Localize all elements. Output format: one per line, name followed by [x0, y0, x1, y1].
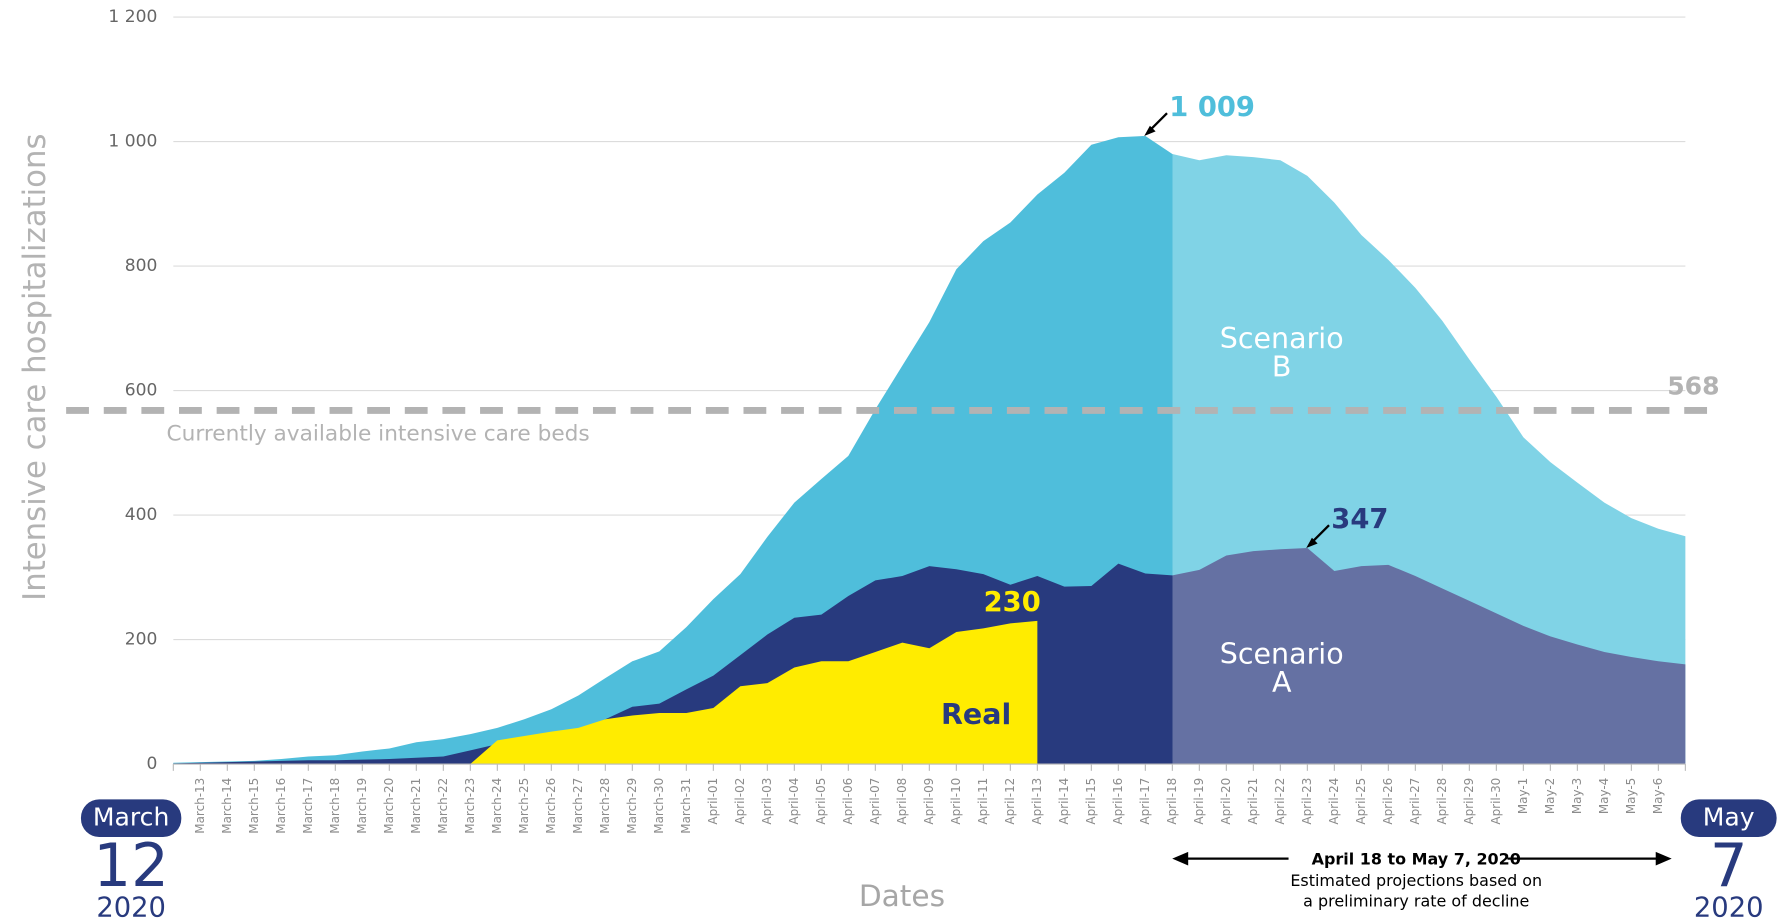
badge-year: 2020 — [96, 892, 166, 923]
range-title: April 18 to May 7, 2020 — [1312, 849, 1521, 868]
x-tick-label: March-18 — [328, 778, 342, 834]
x-tick-label: April-02 — [733, 778, 747, 825]
x-tick-label: April-05 — [814, 778, 828, 825]
x-tick-label: April-24 — [1327, 778, 1341, 825]
badge-year: 2020 — [1694, 892, 1764, 923]
x-tick-label: April-11 — [976, 778, 990, 825]
x-tick-label: April-29 — [1462, 778, 1476, 825]
x-tick-label: April-03 — [760, 778, 774, 825]
area-label: Real — [941, 698, 1011, 731]
y-tick-label: 1 200 — [108, 7, 157, 27]
x-tick-label: March-31 — [679, 778, 693, 834]
area-label: Scenario — [1220, 322, 1344, 355]
annotation-arrowhead — [1144, 125, 1156, 136]
annotation: 230 — [984, 587, 1041, 618]
x-tick-label: March-29 — [625, 778, 639, 834]
x-tick-label: April-04 — [787, 778, 801, 825]
x-tick-label: March-20 — [382, 778, 396, 834]
x-tick-label: April-13 — [1030, 778, 1044, 825]
x-tick-label: May-4 — [1597, 778, 1611, 814]
x-tick-label: April-01 — [706, 778, 720, 825]
x-tick-label: March-26 — [544, 778, 558, 834]
x-tick-label: March-27 — [571, 778, 585, 834]
range-note: a preliminary rate of decline — [1303, 891, 1529, 910]
threshold-label: Currently available intensive care beds — [166, 421, 589, 446]
x-tick-label: April-23 — [1300, 778, 1314, 825]
annotation-arrow — [1149, 112, 1168, 132]
x-axis-label: Dates — [859, 878, 945, 913]
x-tick-label: April-08 — [895, 778, 909, 825]
x-tick-label: April-12 — [1003, 778, 1017, 825]
y-tick-label: 1 000 — [108, 132, 157, 152]
y-tick-label: 400 — [125, 505, 158, 525]
area-label: Scenario — [1220, 638, 1344, 671]
x-tick-label: April-20 — [1219, 778, 1233, 825]
x-tick-label: March-23 — [463, 778, 477, 834]
x-tick-label: May-5 — [1624, 778, 1638, 814]
x-tick-label: April-27 — [1408, 778, 1422, 825]
badge — [1680, 799, 1777, 837]
x-tick-label: March-24 — [490, 778, 504, 834]
x-tick-label: April-17 — [1138, 778, 1152, 825]
y-tick-label: 600 — [125, 381, 158, 401]
x-tick-label: March-28 — [598, 778, 612, 834]
x-tick-label: April-25 — [1354, 778, 1368, 825]
annotation-arrow — [1311, 524, 1330, 544]
x-tick-label: April-28 — [1435, 778, 1449, 825]
x-tick-label: March-25 — [517, 778, 531, 834]
x-tick-label: May-6 — [1651, 778, 1665, 814]
badge-month: March — [93, 803, 169, 832]
x-tick-label: April-19 — [1192, 778, 1206, 825]
badge-day: 7 — [1710, 831, 1748, 900]
x-tick-label: March-22 — [436, 778, 450, 834]
range-arrows — [1172, 851, 1672, 866]
area-label: B — [1272, 350, 1292, 383]
badge-month: May — [1703, 803, 1755, 832]
arrow-head — [1655, 851, 1672, 866]
x-tick-label: March-15 — [247, 778, 261, 834]
badge-day: 12 — [93, 831, 168, 900]
x-tick-label: April-16 — [1111, 778, 1125, 825]
x-tick-label: March-19 — [355, 778, 369, 834]
area-label: A — [1272, 666, 1292, 699]
badge — [80, 799, 182, 837]
x-tick-label: May-1 — [1516, 778, 1530, 814]
x-tick-label: April-21 — [1246, 778, 1260, 825]
annotation: 347 — [1331, 504, 1388, 535]
x-tick-label: April-10 — [949, 778, 963, 825]
x-tick-label: March-17 — [301, 778, 315, 834]
x-tick-label: April-15 — [1084, 778, 1098, 825]
x-tick-label: April-06 — [841, 778, 855, 825]
annotation: 1 009 — [1169, 92, 1255, 123]
x-tick-label: April-18 — [1165, 778, 1179, 825]
x-tick-label: April-26 — [1381, 778, 1395, 825]
x-tick-label: April-09 — [922, 778, 936, 825]
x-tick-label: April-07 — [868, 778, 882, 825]
threshold-value: 568 — [1667, 372, 1719, 401]
x-tick-label: May-3 — [1570, 778, 1584, 814]
area — [470, 620, 1038, 765]
y-tick-label: 800 — [125, 256, 158, 276]
arrow-head — [1172, 851, 1189, 866]
annotation-arrowhead — [1306, 537, 1318, 549]
y-tick-label: 200 — [125, 630, 158, 650]
x-tick-label: April-22 — [1273, 778, 1287, 825]
y-axis-label: Intensive care hospitalizations — [17, 133, 53, 600]
x-tick-label: May-2 — [1543, 778, 1557, 814]
x-tick-label: March-30 — [652, 778, 666, 834]
x-tick-label: April-14 — [1057, 778, 1071, 825]
x-tick-label: March-13 — [193, 778, 207, 834]
y-tick-label: 0 — [146, 754, 157, 774]
x-tick-label: March-14 — [220, 778, 234, 834]
x-tick-label: March-21 — [409, 778, 423, 834]
range-note: Estimated projections based on — [1290, 871, 1542, 890]
x-tick-label: March-16 — [274, 778, 288, 834]
x-tick-label: April-30 — [1489, 778, 1503, 825]
